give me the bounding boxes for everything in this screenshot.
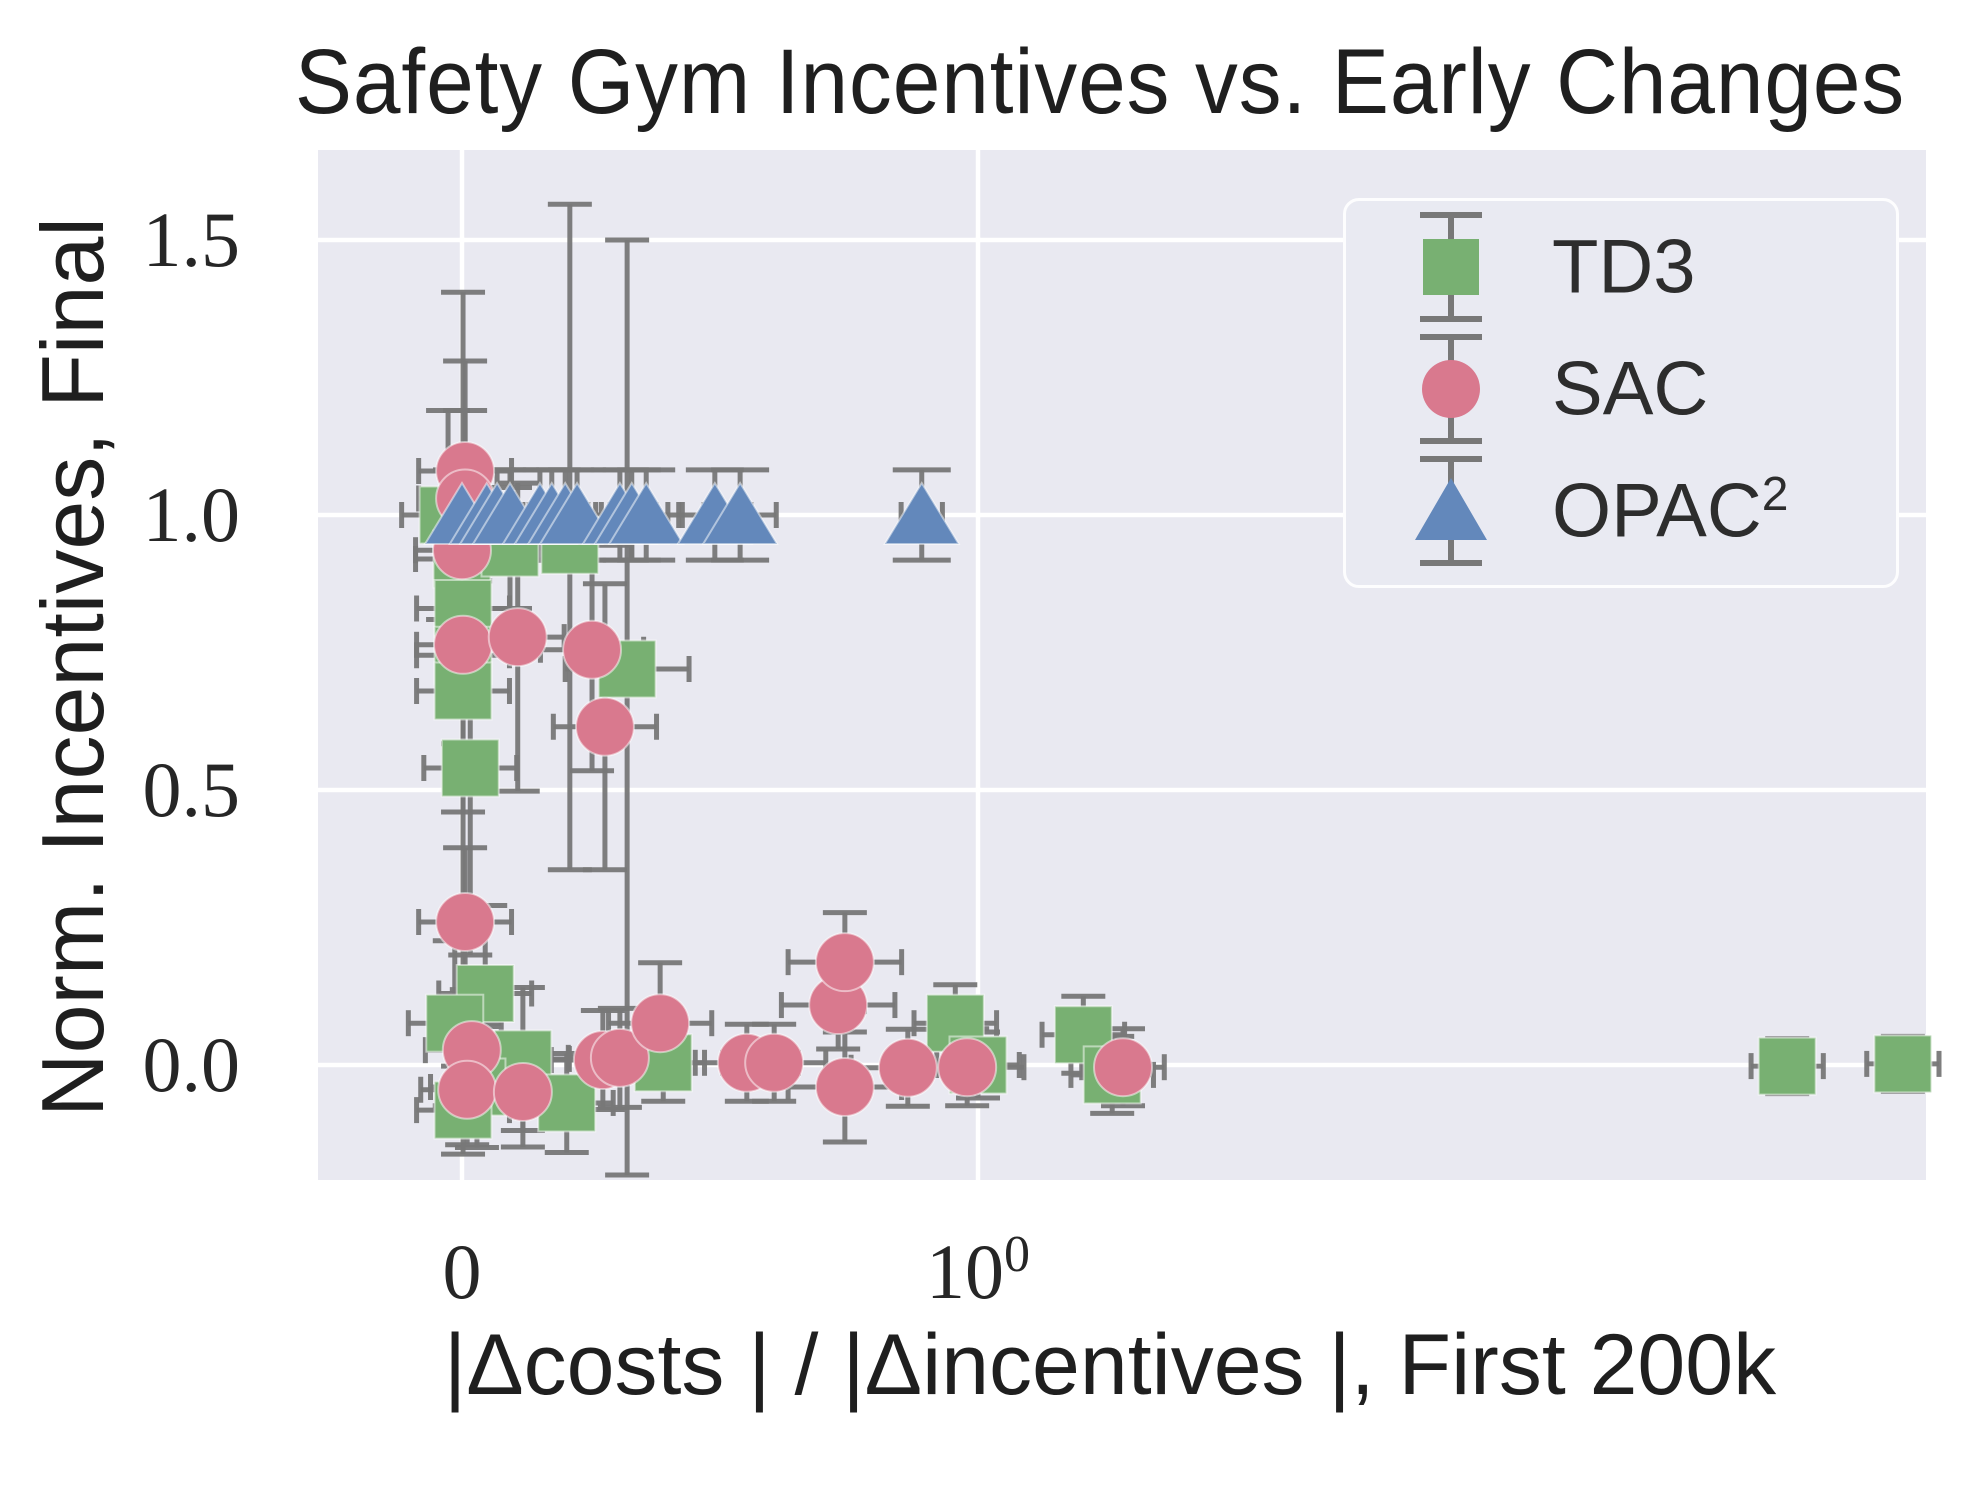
sac-marker <box>435 892 496 952</box>
sac-marker <box>630 993 691 1054</box>
legend-label-opac2: OPAC2 <box>1552 468 1789 554</box>
square-icon <box>1423 239 1479 295</box>
legend-item-opac2: OPAC2 <box>1406 449 1876 573</box>
y-tick-1-5: 1.5 <box>142 196 241 283</box>
sac-marker <box>433 614 494 675</box>
opac2-legend-marker <box>1415 456 1487 566</box>
x-tick-zero: 0 <box>442 1228 482 1315</box>
sac-marker <box>492 1061 553 1122</box>
sac-marker <box>744 1032 805 1093</box>
sac-marker <box>814 932 875 993</box>
sac-legend-marker <box>1420 334 1482 444</box>
circle-icon <box>1422 360 1480 418</box>
triangle-icon <box>1415 478 1487 540</box>
sac-marker <box>1093 1037 1154 1098</box>
sac-marker <box>574 696 635 757</box>
y-tick-0-5: 0.5 <box>142 746 241 833</box>
sac-marker <box>937 1037 998 1098</box>
x-tick-one: 100 <box>926 1226 1030 1315</box>
y-tick-1-0: 1.0 <box>142 471 241 558</box>
y-tick-0-0: 0.0 <box>142 1021 241 1108</box>
legend-label-sac: SAC <box>1552 346 1709 432</box>
legend-item-td3: TD3 <box>1406 205 1876 329</box>
x-axis-label: |Δcosts | / |Δincentives |, First 200k <box>443 1317 1777 1413</box>
td3-marker <box>440 738 500 798</box>
opac2-marker <box>882 481 961 545</box>
legend-label-td3: TD3 <box>1552 224 1696 310</box>
chart-title: Safety Gym Incentives vs. Early Changes <box>294 31 1906 133</box>
legend: TD3 SAC OPAC2 <box>1343 198 1899 588</box>
legend-item-sac: SAC <box>1406 327 1876 451</box>
sac-marker <box>589 1027 650 1088</box>
sac-marker <box>487 607 548 668</box>
sac-marker <box>562 619 623 680</box>
opac2-marker <box>607 481 685 545</box>
td3-marker <box>1873 1034 1933 1094</box>
sac-marker <box>437 1059 498 1120</box>
td3-marker <box>1757 1036 1817 1096</box>
sac-marker <box>877 1037 938 1098</box>
opac2-marker <box>701 481 779 545</box>
sac-marker <box>814 1057 875 1117</box>
td3-legend-marker <box>1420 212 1482 322</box>
